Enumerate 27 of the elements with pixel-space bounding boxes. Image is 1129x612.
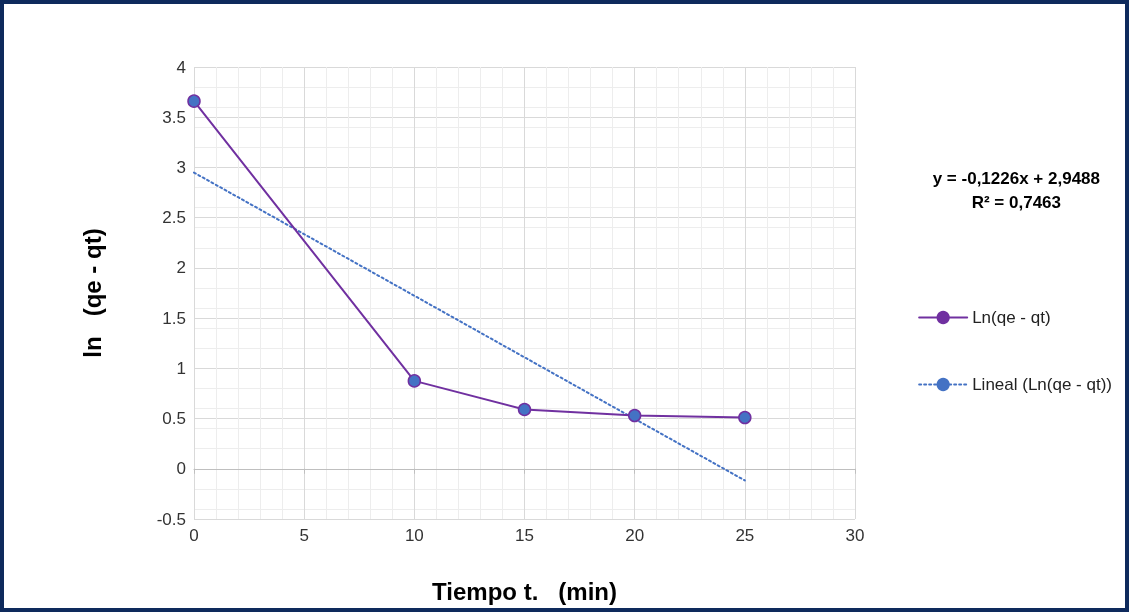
point [627,408,642,423]
y-tick-label: 2.5 [162,208,186,228]
y-tick-label: 1 [176,358,186,378]
y-tick-label: 3.5 [162,107,186,127]
x-tick-label: 25 [735,526,755,545]
y-tick-label: 2 [176,258,186,278]
x-tick-label: 15 [515,526,534,545]
x-tick-label: 30 [845,526,865,545]
text: y = -0,1226x + 2,9488 R² = 0,7463 [932,168,1100,212]
x-axis-title: Tiempo t. (min) [432,577,617,605]
x-tick-label: 20 [625,526,645,545]
y-tick-label: 1.5 [162,308,186,328]
point [407,374,422,388]
x-tick-label: 0 [189,526,199,545]
point [187,94,201,108]
point [738,410,752,425]
legend-label: Lineal (Ln(qe - qt)) [972,375,1112,394]
x-tick-label: 5 [299,526,309,545]
y-tick-label: -0.5 [156,509,186,529]
y-tick-label: 0 [176,459,186,479]
x-tick-label: 10 [404,526,424,545]
y-tick-label: 3 [176,157,186,177]
y-tick-label: 0.5 [162,409,186,429]
y-tick-label: 4 [176,57,186,77]
y-axis-title: ln (qe - qt) [78,228,106,358]
point [517,402,532,417]
legend-label: Ln(qe - qt) [972,308,1051,327]
